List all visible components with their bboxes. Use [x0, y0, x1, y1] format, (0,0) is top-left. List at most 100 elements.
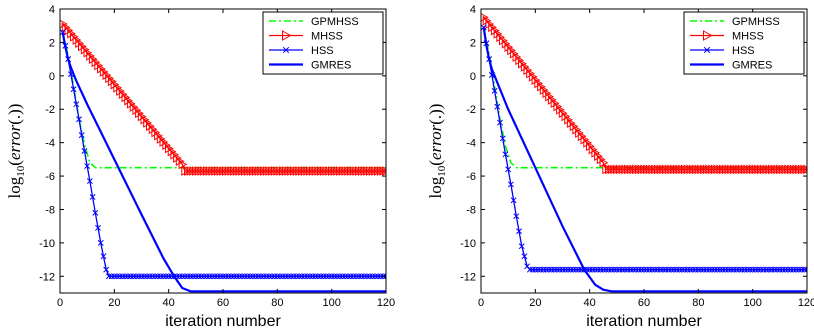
- marker-point: [509, 48, 519, 59]
- marker-point: [94, 60, 104, 71]
- marker-point: [678, 164, 688, 175]
- marker-point: [672, 164, 682, 175]
- marker-point: [515, 55, 525, 66]
- marker-point: [656, 164, 666, 175]
- marker-point: [83, 47, 93, 58]
- marker-point: [548, 266, 555, 273]
- marker-point: [757, 266, 764, 273]
- marker-point: [312, 273, 319, 280]
- marker-point: [771, 266, 778, 273]
- marker-point: [298, 273, 305, 280]
- marker-point: [634, 164, 644, 175]
- marker-point: [537, 81, 546, 92]
- marker-point: [358, 273, 365, 280]
- x-tick-label: 20: [529, 297, 541, 309]
- marker-point: [751, 164, 761, 175]
- marker-point: [577, 131, 587, 142]
- marker-point: [580, 134, 590, 145]
- marker-point: [749, 266, 756, 273]
- x-tick-label: 0: [478, 297, 484, 309]
- marker-point: [512, 52, 522, 62]
- marker-point: [257, 166, 267, 176]
- series-markers-mhss: [481, 13, 807, 175]
- marker-point: [239, 273, 245, 280]
- marker-point: [247, 273, 254, 280]
- marker-point: [491, 87, 498, 94]
- marker-point: [800, 164, 807, 175]
- x-tick-label: 20: [108, 297, 120, 309]
- marker-point: [75, 38, 85, 49]
- marker-point: [564, 114, 573, 125]
- marker-point: [179, 273, 186, 280]
- marker-point: [336, 273, 343, 280]
- marker-point: [537, 266, 544, 273]
- marker-point: [287, 273, 294, 280]
- y-tick-label: 0: [470, 71, 476, 83]
- x-axis: 0 20 40 60 80 100 120: [57, 9, 395, 309]
- y-axis-label-close: (.)): [426, 104, 445, 125]
- marker-point: [114, 273, 121, 280]
- marker-point: [637, 164, 647, 175]
- marker-point: [768, 266, 775, 273]
- marker-point: [91, 57, 101, 68]
- y-axis-label: log10(error(.)): [5, 104, 27, 199]
- marker-point: [526, 266, 533, 273]
- marker-point: [309, 273, 316, 280]
- marker-point: [273, 166, 283, 176]
- marker-point: [597, 266, 604, 273]
- marker-point: [482, 15, 492, 26]
- marker-point: [203, 166, 212, 176]
- marker-point: [352, 166, 362, 176]
- marker-point: [738, 266, 745, 273]
- marker-point: [730, 266, 737, 273]
- marker-point: [105, 73, 114, 84]
- marker-point: [258, 273, 264, 280]
- marker-point: [282, 273, 289, 280]
- marker-point: [119, 273, 126, 280]
- marker-point: [740, 164, 750, 175]
- marker-point: [122, 273, 129, 280]
- marker-point: [793, 266, 800, 273]
- marker-point: [219, 166, 229, 176]
- marker-point: [154, 130, 163, 141]
- marker-point: [111, 273, 118, 280]
- x-tick-label: 40: [584, 297, 596, 309]
- legend-label: GPMHSS: [732, 16, 780, 28]
- marker-point: [602, 164, 612, 175]
- marker-point: [121, 92, 131, 103]
- marker-point: [214, 273, 221, 280]
- marker-point: [516, 228, 522, 235]
- legend-marker: [282, 30, 292, 41]
- y-tick-label: -4: [45, 138, 55, 150]
- marker-point: [314, 166, 324, 176]
- y-tick-label: -8: [466, 204, 476, 216]
- marker-point: [255, 273, 262, 280]
- x-tick-label: 100: [743, 297, 761, 309]
- marker-point: [116, 273, 123, 280]
- marker-point: [372, 273, 379, 280]
- marker-point: [333, 166, 343, 176]
- x-tick-label: 80: [271, 297, 283, 309]
- marker-point: [184, 166, 193, 176]
- marker-point: [271, 273, 278, 280]
- marker-point: [566, 118, 576, 128]
- marker-point: [86, 178, 93, 185]
- marker-point: [586, 141, 595, 152]
- marker-point: [364, 273, 370, 280]
- series-line-gmres: [482, 27, 807, 293]
- marker-point: [700, 266, 707, 273]
- y-axis: 4 2 0 -2 -4 -6 -8 -10 -12: [39, 4, 386, 283]
- y-axis-label-var: error: [5, 124, 24, 160]
- marker-point: [236, 273, 243, 280]
- marker-point: [300, 166, 310, 176]
- x-tick-label: 120: [798, 297, 814, 309]
- marker-point: [559, 266, 566, 273]
- marker-point: [691, 164, 701, 175]
- marker-point: [78, 132, 85, 139]
- marker-point: [132, 105, 142, 115]
- y-tick-label: 2: [470, 37, 476, 49]
- marker-point: [336, 166, 345, 176]
- x-tick-label: 40: [163, 297, 175, 309]
- marker-point: [127, 273, 134, 280]
